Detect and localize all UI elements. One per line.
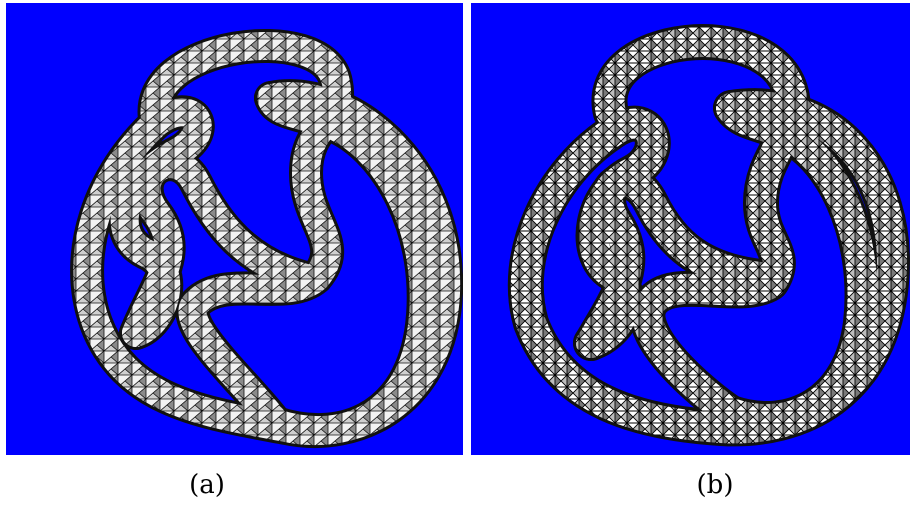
- knot-b: [471, 3, 910, 455]
- figure: (a) (b) (() => { const data = JSON.parse…: [0, 0, 914, 505]
- caption-a: (a): [157, 470, 257, 500]
- caption-b: (b): [665, 470, 765, 500]
- knot-a: [6, 3, 463, 455]
- panel-b: [471, 3, 910, 455]
- panel-a: [6, 3, 463, 455]
